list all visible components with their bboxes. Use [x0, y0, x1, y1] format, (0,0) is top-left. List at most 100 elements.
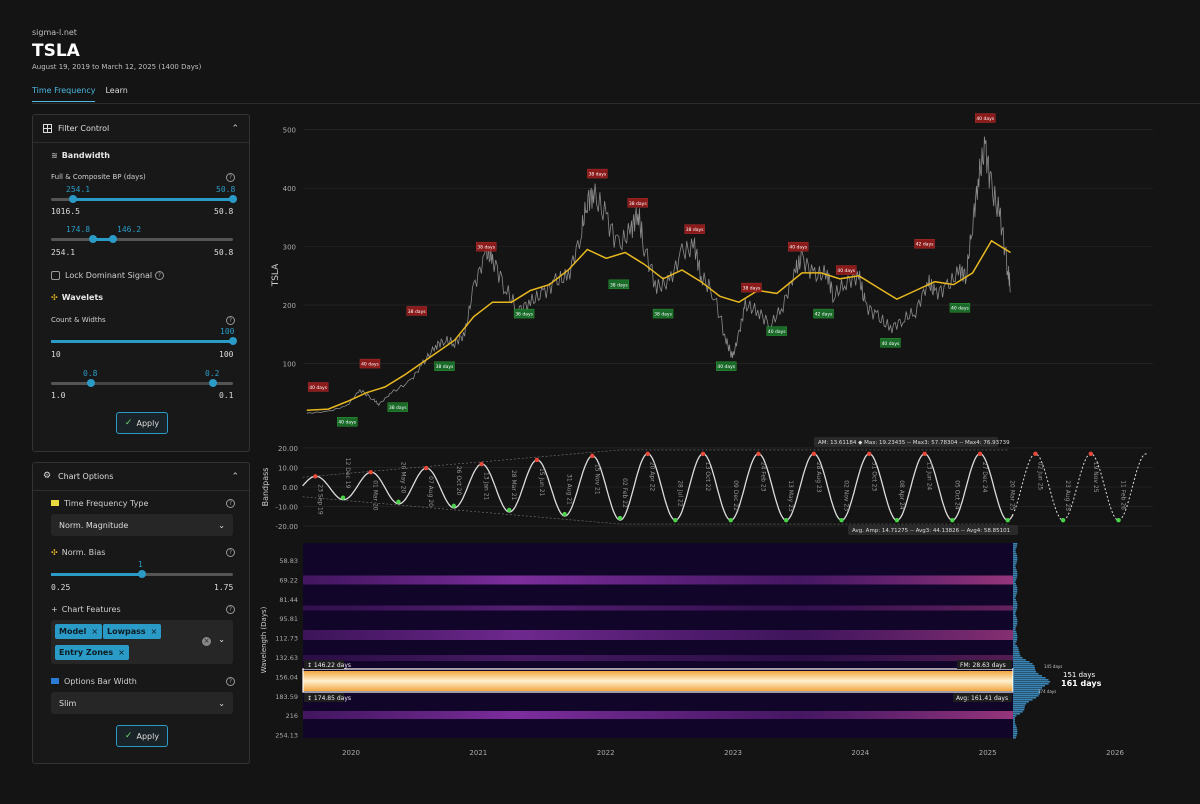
- bias-label: Norm. Bias: [61, 548, 106, 557]
- help-icon[interactable]: ?: [226, 499, 235, 508]
- bp-slider2-fill: [92, 238, 113, 241]
- histogram-bar: [1013, 663, 1033, 665]
- help-icon[interactable]: ?: [155, 271, 164, 280]
- chart-options-header[interactable]: ⚙ Chart Options ⌃: [33, 463, 249, 491]
- widths-low-handle[interactable]: [87, 379, 96, 387]
- features-multiselect[interactable]: Model × Lowpass × Entry Zones × × ⌄: [51, 620, 233, 664]
- bp-slider2-high-handle[interactable]: [108, 235, 117, 243]
- trough-label: 40 days: [717, 364, 735, 370]
- trough-entry-zone: [434, 361, 455, 371]
- histogram-bar: [1013, 647, 1019, 649]
- trough-label: 40 days: [882, 341, 900, 347]
- help-icon[interactable]: ?: [226, 173, 235, 182]
- lock-dominant-checkbox[interactable]: [51, 271, 60, 280]
- widths-slider[interactable]: [51, 379, 233, 387]
- band-bottom-label-box: [304, 693, 344, 702]
- bar-width-value: Slim: [59, 698, 77, 708]
- bp-slider2[interactable]: [51, 235, 233, 243]
- bandpass-date-label: 01 Mar 20: [372, 480, 379, 511]
- peak-entry-zone: [684, 224, 705, 234]
- chevron-up-icon[interactable]: ⌃: [231, 123, 239, 134]
- bandpass-date-label: 13 Oct 22: [704, 462, 711, 492]
- bandpass-date-label: 20 May 20: [399, 462, 406, 494]
- bandpass-peak-dot: [922, 451, 927, 456]
- tab-divider: [32, 103, 1200, 104]
- peak-entry-zone: [406, 306, 427, 316]
- bp-slider1-high-handle[interactable]: [229, 195, 237, 203]
- side-label-161: 161 days: [1061, 679, 1102, 688]
- chart-area: 100 200 300 400 500 TSLA 40 days 40 days 38 days…: [258, 110, 1200, 800]
- bandpass-peak-dot: [1088, 451, 1094, 456]
- wave-icon: ≋: [51, 151, 58, 160]
- bandpass-ytick: -20.00: [275, 523, 298, 531]
- bias-slider-handle[interactable]: [138, 570, 146, 578]
- histogram-bar: [1013, 623, 1018, 625]
- widths-high-handle[interactable]: [208, 379, 217, 387]
- widths-high-value: 0.2: [205, 369, 220, 378]
- trough-entry-zone: [513, 308, 535, 319]
- tab-learn[interactable]: Learn: [105, 86, 128, 95]
- histogram-bar: [1013, 721, 1015, 723]
- wavelet-ytick: 58.83: [279, 557, 298, 565]
- count-slider[interactable]: [51, 337, 237, 345]
- trough-label: 42 days: [815, 312, 833, 318]
- chevron-up-icon[interactable]: ⌃: [231, 471, 239, 482]
- histogram-bar: [1013, 571, 1018, 573]
- close-icon[interactable]: ×: [150, 627, 158, 636]
- histogram-bar: [1013, 699, 1033, 701]
- histogram-bar: [1013, 729, 1018, 731]
- help-icon[interactable]: ?: [226, 605, 235, 614]
- histogram-bar: [1013, 677, 1046, 679]
- bandpass-trough-dot: [783, 518, 789, 523]
- chevron-down-icon: ⌄: [218, 520, 225, 530]
- widths-slider-fill: [91, 382, 213, 385]
- close-icon[interactable]: ×: [118, 648, 125, 657]
- price-series-line: [306, 136, 1011, 414]
- tf-type-select[interactable]: Norm. Magnitude ⌄: [51, 514, 233, 536]
- chip-lowpass[interactable]: Lowpass ×: [103, 624, 162, 639]
- filter-apply-button[interactable]: ✓ Apply: [116, 412, 168, 434]
- histogram-bar: [1013, 595, 1017, 597]
- bar-width-select[interactable]: Slim ⌄: [51, 692, 233, 714]
- chip-model[interactable]: Model ×: [55, 624, 103, 639]
- bp-slider2-low-handle[interactable]: [88, 235, 97, 243]
- trough-label: 40 days: [338, 420, 356, 426]
- help-icon[interactable]: ?: [226, 316, 235, 325]
- filter-control-header[interactable]: Filter Control ⌃: [33, 115, 249, 143]
- wavelet-ytick: 156.04: [275, 673, 298, 681]
- price-ytick: 500: [283, 127, 296, 135]
- bp-slider1-low-handle[interactable]: [68, 195, 77, 203]
- clear-icon[interactable]: ×: [202, 637, 211, 646]
- chip-lowpass-label: Lowpass: [107, 627, 146, 636]
- options-apply-button[interactable]: ✓ Apply: [116, 725, 168, 747]
- price-panel: 100 200 300 400 500 TSLA 40 days 40 days 38 days…: [271, 113, 1153, 427]
- bp-slider2-max: 50.8: [214, 248, 234, 257]
- histogram-bar: [1013, 709, 1025, 711]
- bandpass-peak-dot: [1033, 451, 1038, 456]
- bar-width-label-row: Options Bar Width: [51, 677, 137, 686]
- bandpass-wave: [302, 453, 1014, 521]
- help-icon[interactable]: ?: [226, 548, 235, 557]
- chip-entry-zones[interactable]: Entry Zones ×: [55, 645, 129, 660]
- fm-label: FM: 28.63 days: [960, 662, 1006, 669]
- features-label-row: + Chart Features: [51, 605, 121, 614]
- count-slider-handle[interactable]: [229, 337, 237, 345]
- trough-entry-zone: [949, 303, 971, 313]
- close-icon[interactable]: ×: [91, 627, 99, 636]
- bandpass-top-legend-box: [814, 437, 998, 447]
- bandpass-date-label: 15 Jun 21: [538, 468, 545, 497]
- histogram-bar: [1013, 693, 1040, 695]
- chevron-down-icon[interactable]: ⌄: [218, 635, 225, 644]
- x-tick-label: 2025: [979, 749, 997, 757]
- time-frequency-chart[interactable]: 100 200 300 400 500 TSLA 40 days 40 days 38 days…: [258, 110, 1200, 800]
- bp-slider1[interactable]: [51, 195, 237, 203]
- bias-slider[interactable]: [51, 570, 233, 578]
- bp-slider2-high-value: 146.2: [117, 225, 142, 234]
- trough-entry-zone: [608, 279, 630, 290]
- peak-entry-zone: [836, 265, 857, 275]
- bandpass-ytick: 20.00: [278, 445, 298, 453]
- help-icon[interactable]: ?: [226, 677, 235, 686]
- bp-slider2-low-value: 174.8: [66, 225, 91, 234]
- histogram-bar: [1013, 553, 1017, 555]
- tab-time-frequency[interactable]: Time Frequency: [32, 86, 96, 102]
